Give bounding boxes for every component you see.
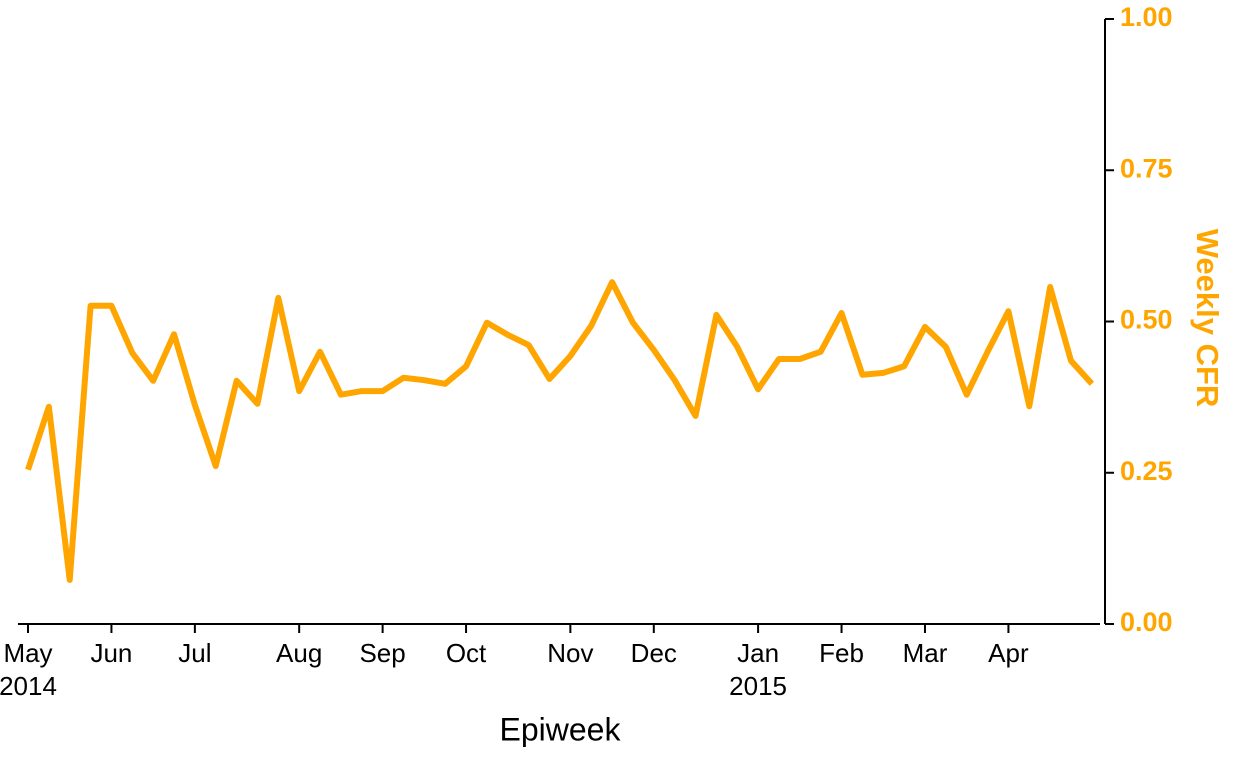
x-tick-label: Aug — [276, 638, 323, 668]
x-axis-title: Epiweek — [500, 711, 622, 747]
y-axis-title: Weekly CFR — [1190, 229, 1225, 408]
x-tick-label: May 2014 — [0, 638, 57, 701]
y-tick-label: 0.75 — [1120, 153, 1173, 183]
data-line — [25, 279, 1095, 583]
x-tick-label: Feb — [819, 638, 864, 668]
x-tick-label: Jan 2015 — [729, 638, 788, 701]
x-tick-label: Dec — [630, 638, 677, 668]
x-tick-label: Jul — [178, 638, 212, 668]
y-tick-label: 0.50 — [1120, 305, 1173, 335]
y-tick-label: 0.25 — [1120, 456, 1173, 486]
y-tick-label: 0.00 — [1120, 607, 1173, 637]
x-tick-label: Nov — [547, 638, 594, 668]
x-tick-label: Mar — [902, 638, 948, 668]
x-tick-label: Oct — [445, 638, 487, 668]
x-tick-label: Sep — [359, 638, 406, 668]
x-tick-label: Jun — [90, 638, 133, 668]
y-tick-label: 1.00 — [1120, 2, 1173, 32]
x-tick-label: Apr — [988, 638, 1029, 668]
